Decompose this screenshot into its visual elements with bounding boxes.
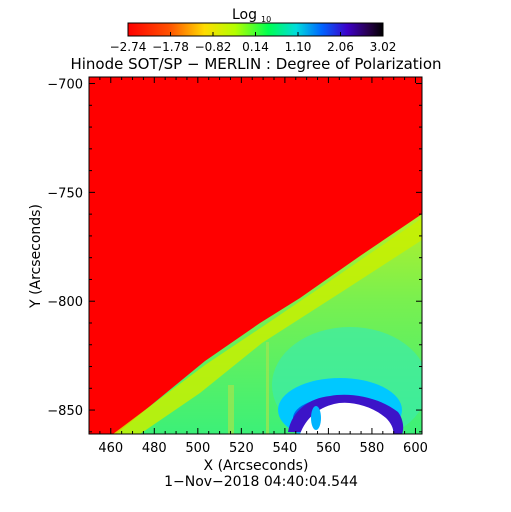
plage-dark-spot: [311, 406, 321, 430]
plage-core: [300, 402, 394, 434]
y-axis-label: Y (Arcseconds): [28, 204, 44, 309]
y-tick-label: −700: [47, 78, 83, 93]
y-tick-label: −850: [47, 404, 83, 419]
x-axis: 460 480 500 520 540 560 580 600: [98, 77, 428, 456]
y-tick-label: −750: [47, 186, 83, 201]
x-tick-label: 560: [316, 441, 341, 456]
limb-band: [113, 218, 422, 434]
colorbar-tick-label: 2.06: [327, 40, 354, 54]
x-tick-label: 520: [229, 441, 254, 456]
colorbar-tick-label: −2.74: [110, 40, 147, 54]
chart-title: Hinode SOT/SP − MERLIN : Degree of Polar…: [70, 55, 441, 73]
x-tick-label: 540: [272, 441, 297, 456]
colorbar-tick-label: −1.78: [152, 40, 189, 54]
y-tick-label: −800: [47, 295, 83, 310]
x-tick-label: 480: [142, 441, 167, 456]
colorbar-tick-label: 1.10: [285, 40, 312, 54]
x-axis-label: X (Arcseconds): [204, 458, 309, 474]
plot-frame: [88, 76, 423, 435]
vertical-streak-1: [228, 385, 234, 434]
vertical-streak-2: [266, 342, 269, 434]
x-tick-label: 600: [403, 441, 428, 456]
y-axis: −700 −750 −800 −850: [47, 78, 422, 433]
colorbar-tick-label: 0.14: [242, 40, 269, 54]
x-tick-label: 460: [98, 441, 123, 456]
colorbar-label: Log: [232, 7, 257, 23]
heatmap: [89, 77, 422, 434]
colorbar-label-subscript: 10: [261, 15, 271, 24]
observation-timestamp: 1−Nov−2018 04:40:04.544: [164, 474, 358, 490]
colorbar-tick-label: −0.82: [195, 40, 232, 54]
x-tick-label: 500: [185, 441, 210, 456]
colorbar-ticks: −2.74 −1.78 −0.82 0.14 1.10 2.06 3.02: [110, 32, 397, 54]
x-tick-label: 580: [360, 441, 385, 456]
colorbar-tick-label: 3.02: [370, 40, 397, 54]
